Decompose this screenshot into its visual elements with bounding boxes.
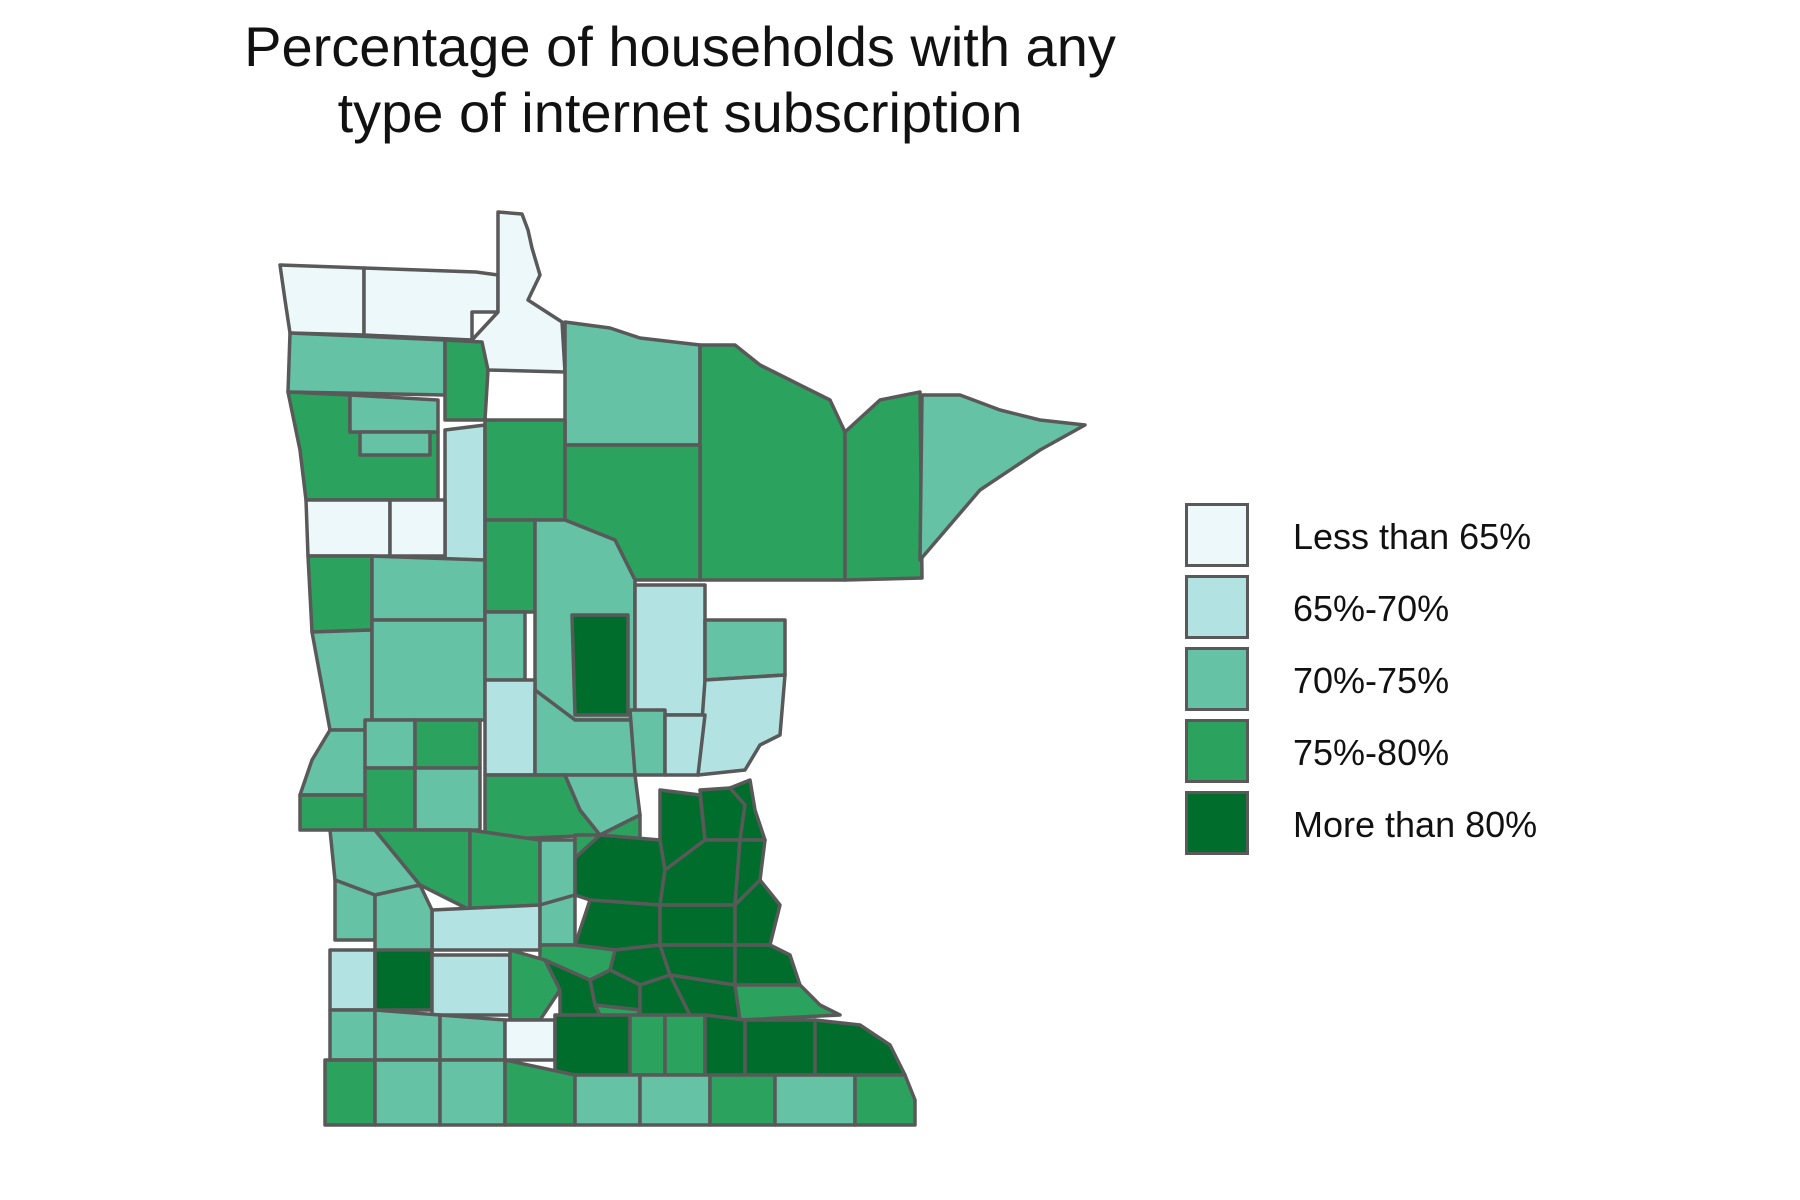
county-region bbox=[538, 893, 577, 947]
county-region bbox=[278, 263, 366, 337]
map-title: Percentage of households with any type o… bbox=[180, 14, 1180, 146]
county-region bbox=[743, 1018, 817, 1077]
county-region bbox=[813, 1018, 907, 1077]
map-legend: Less than 65% 65%-70% 70%-75% 75%-80% Mo… bbox=[1185, 503, 1685, 863]
county-region bbox=[468, 828, 542, 912]
county-region bbox=[696, 673, 787, 777]
county-region bbox=[373, 1008, 442, 1062]
county-region bbox=[298, 793, 367, 832]
county-region bbox=[483, 678, 537, 777]
county-region bbox=[430, 953, 512, 1017]
legend-label: 65%-70% bbox=[1293, 588, 1450, 629]
legend-swatch bbox=[1185, 575, 1249, 639]
legend-label: Less than 65% bbox=[1293, 516, 1532, 557]
county-region bbox=[733, 878, 782, 947]
map-title-line-1: Percentage of households with any bbox=[244, 15, 1116, 78]
county-region bbox=[323, 1058, 377, 1127]
county-region bbox=[413, 718, 482, 770]
legend-swatch bbox=[1185, 791, 1249, 855]
legend-swatch bbox=[1185, 503, 1249, 567]
legend-item: 75%-80% bbox=[1185, 719, 1685, 791]
legend-label: More than 80% bbox=[1293, 804, 1538, 845]
county-region bbox=[563, 320, 702, 447]
county-region bbox=[773, 1073, 857, 1127]
county-region bbox=[373, 883, 434, 957]
legend-label: 75%-80% bbox=[1293, 732, 1450, 773]
county-region bbox=[306, 554, 374, 634]
county-region bbox=[373, 948, 434, 1012]
county-region bbox=[483, 518, 537, 614]
county-region bbox=[483, 610, 527, 682]
county-region bbox=[853, 1073, 917, 1127]
county-region bbox=[918, 393, 1087, 562]
legend-item: Less than 65% bbox=[1185, 503, 1685, 575]
county-region bbox=[483, 418, 567, 522]
county-region bbox=[638, 1073, 712, 1127]
county-region bbox=[310, 628, 374, 732]
county-region bbox=[553, 1013, 632, 1077]
county-region bbox=[430, 903, 542, 952]
county-region bbox=[570, 613, 630, 717]
county-region bbox=[348, 393, 440, 434]
county-region bbox=[663, 1013, 707, 1077]
county-region bbox=[628, 708, 667, 777]
county-region bbox=[363, 718, 417, 770]
county-region bbox=[363, 766, 417, 832]
legend-item: 65%-70% bbox=[1185, 575, 1685, 647]
legend-item: More than 80% bbox=[1185, 791, 1685, 863]
county-region bbox=[703, 1013, 747, 1077]
county-region bbox=[373, 1058, 442, 1127]
county-region bbox=[443, 338, 490, 422]
county-region bbox=[298, 728, 374, 797]
county-region bbox=[573, 833, 667, 907]
county-region bbox=[658, 903, 737, 947]
county-region bbox=[470, 210, 567, 374]
county-region bbox=[328, 1008, 377, 1062]
county-region bbox=[708, 1073, 777, 1127]
county-region bbox=[413, 766, 482, 832]
county-region bbox=[733, 943, 802, 987]
county-region bbox=[733, 983, 842, 1022]
county-region bbox=[503, 1018, 557, 1062]
county-region bbox=[388, 498, 447, 558]
county-region bbox=[370, 618, 487, 722]
county-region bbox=[573, 1073, 642, 1127]
county-region bbox=[703, 618, 787, 682]
legend-label: 70%-75% bbox=[1293, 660, 1450, 701]
legend-swatch bbox=[1185, 719, 1249, 783]
county-region bbox=[358, 430, 432, 457]
legend-item: 70%-75% bbox=[1185, 647, 1685, 719]
county-region bbox=[633, 583, 707, 717]
county-region bbox=[698, 343, 847, 582]
county-region bbox=[663, 713, 707, 777]
county-region bbox=[628, 1013, 667, 1077]
county-region bbox=[438, 1058, 507, 1127]
county-region bbox=[286, 331, 447, 397]
legend-swatch bbox=[1185, 647, 1249, 711]
map-title-line-2: type of internet subscription bbox=[337, 81, 1023, 144]
county-region bbox=[328, 948, 377, 1012]
county-region bbox=[438, 1013, 507, 1062]
county-region bbox=[573, 898, 662, 952]
county-region bbox=[370, 554, 487, 622]
county-region bbox=[443, 423, 487, 562]
county-region bbox=[304, 498, 392, 558]
county-region bbox=[362, 266, 500, 342]
county-region bbox=[843, 390, 924, 582]
